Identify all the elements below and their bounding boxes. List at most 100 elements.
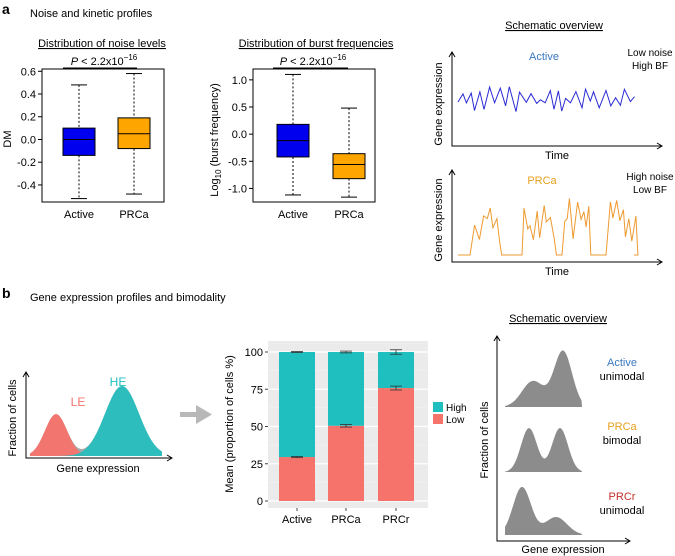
burst-yaxis: -1.0 -0.5 0.0 0.5 1.0 (228, 75, 253, 195)
active-ts-line (457, 85, 635, 112)
dist-schematic-xarrow (624, 537, 631, 545)
bar-xtick-label-prca: PRCa (331, 514, 361, 526)
distribution-schematic: Schematic overview Fraction of cells Act… (479, 313, 644, 556)
burst-boxplot-title: Distribution of burst frequencies (239, 38, 394, 50)
density-axes (25, 372, 172, 459)
bar-ylabel: Mean (proportion of cells %) (224, 355, 236, 493)
active-ts-ylabel: Gene expression (433, 62, 445, 145)
burst-ytick-label: 0.5 (232, 102, 247, 114)
dist-schematic-yarrow (493, 335, 501, 342)
density-xarrow (166, 454, 173, 462)
bar-series (279, 349, 414, 501)
noise-boxplot: Distribution of noise levels P < 2.2x10−… (2, 38, 166, 221)
density-sketch: Fraction of cells LE HE Gene expression (7, 371, 173, 475)
burst-box-prca (332, 153, 366, 180)
active-distribution-shape (505, 350, 582, 407)
density-ylabel: Fraction of cells (7, 379, 19, 457)
bar-errorbar (340, 424, 352, 428)
noise-boxplot-title: Distribution of noise levels (38, 38, 166, 50)
bar-high-prca (328, 352, 364, 426)
panel-b-heading: Gene expression profiles and bimodality (30, 292, 226, 304)
bar-errorbar (390, 385, 402, 391)
panel-a-heading: Noise and kinetic profiles (30, 8, 153, 20)
active-ts-yarrow (448, 51, 456, 58)
prca-ts-xarrow (656, 258, 663, 266)
prca-ts-note1: High noise (626, 172, 674, 183)
flow-arrow-shaft (180, 412, 198, 417)
legend-high-label: High (446, 403, 467, 414)
time-schematic: Schematic overview Gene expression Activ… (433, 20, 674, 278)
noise-ytick-label: 0.2 (21, 112, 36, 124)
bar-low-active (279, 457, 315, 501)
noise-boxes (62, 73, 151, 200)
prca-distribution-shape (505, 428, 582, 472)
noise-pvalue: P < 2.2x10−16 (71, 53, 138, 68)
bar-legend: High Low (433, 402, 467, 426)
active-ts-xarrow (656, 142, 663, 150)
bar-low-prcr (378, 388, 414, 501)
prca-ts-line (458, 198, 639, 256)
panel-a-letter: a (2, 1, 10, 17)
noise-ytick-label: -0.4 (17, 180, 36, 192)
active-ts-note2: High BF (632, 61, 668, 72)
prca-ts-xlabel: Time (545, 266, 569, 278)
panel-b-letter: b (2, 285, 11, 301)
bar-xtick-label-prcr: PRCr (383, 514, 410, 526)
prca-ts-label: PRCa (527, 175, 557, 187)
bar-xtick-label-active: Active (282, 514, 312, 526)
burst-ytick-label: -1.0 (228, 183, 247, 195)
prca-ts-yarrow (448, 169, 456, 176)
density-he-peak (30, 386, 162, 456)
noise-ytick-label: -0.2 (17, 157, 36, 169)
active-ts-axes (451, 52, 662, 147)
noise-ytick-label: 0.6 (21, 66, 36, 78)
density-le-label: LE (71, 395, 86, 409)
noise-xtick-active: Active (64, 209, 94, 221)
burst-boxplot: Distribution of burst frequencies P < 2.… (209, 38, 394, 221)
bar-ytick-label: 25 (251, 459, 263, 471)
noise-ytick-label: 0.0 (21, 134, 36, 146)
dist-schematic-xlabel: Gene expression (521, 544, 604, 556)
bar-ytick-label: 0 (257, 496, 263, 508)
bar-ytick-label: 75 (251, 384, 263, 396)
bar-high-prcr (378, 352, 414, 389)
prca-ts-axes (451, 170, 662, 263)
noise-yaxis: -0.4 -0.2 0.0 0.2 0.4 0.6 (17, 66, 42, 192)
noise-box-prca (117, 117, 151, 150)
active-row-mode: unimodal (600, 371, 645, 383)
burst-ytick-label: 0.0 (232, 129, 247, 141)
burst-ytick-label: 1.0 (232, 75, 247, 87)
noise-box-active (62, 127, 96, 156)
bar-yaxis: 0 25 50 75 100 Active PRCa PRCr (245, 347, 410, 526)
burst-pvalue: P < 2.2x10−16 (280, 53, 347, 68)
burst-xtick-active: Active (278, 209, 308, 221)
active-row-name: Active (607, 357, 637, 369)
bar-high-active (279, 352, 315, 458)
burst-ytick-label: -0.5 (228, 156, 247, 168)
noise-plot-frame (41, 68, 165, 203)
bar-errorbar (340, 350, 352, 354)
noise-ylabel: DM (2, 130, 14, 147)
legend-low-label: Low (446, 415, 465, 426)
density-he-label: HE (110, 375, 127, 389)
bar-errorbar (291, 351, 303, 353)
density-xlabel: Gene expression (56, 463, 139, 475)
dist-schematic-ylabel: Fraction of cells (479, 401, 491, 479)
flow-arrow (180, 405, 212, 424)
bar-low-prca (328, 425, 364, 501)
flow-arrow-head (196, 405, 212, 424)
stacked-bar-chart: 0 25 50 75 100 Active PRCa PRCr Mean (proportio… (224, 341, 467, 526)
bar-errorbar (390, 349, 402, 355)
prcr-row-name: PRCr (609, 491, 636, 503)
time-schematic-title: Schematic overview (505, 20, 603, 32)
active-ts-label: Active (529, 51, 559, 63)
density-yarrow (22, 371, 30, 378)
active-ts-xlabel: Time (545, 150, 569, 162)
burst-xtick-prca: PRCa (334, 209, 364, 221)
burst-plot-frame (252, 68, 376, 203)
dist-schematic-title: Schematic overview (509, 313, 607, 325)
prca-ts-ylabel: Gene expression (433, 178, 445, 261)
legend-high-swatch (433, 402, 443, 412)
prca-row-mode: bimodal (603, 435, 642, 447)
